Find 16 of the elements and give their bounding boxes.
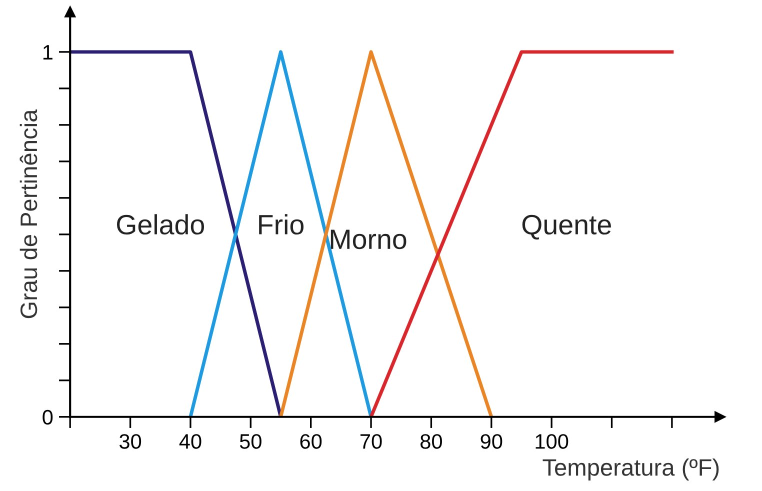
x-tick-label: 60 [300,434,322,449]
series-label: Frio [259,214,304,235]
text: Quente [522,214,611,240]
x-tick-label: 30 [119,434,142,449]
x-axis-title: Temperatura (ºF) [542,458,719,481]
x-tick-label: 90 [480,434,502,449]
series-label: Gelado [116,214,204,235]
x-tick-label: 80 [420,434,442,449]
y-tick-label: 1 [43,45,52,60]
x-tick-label: 70 [360,434,382,449]
y-tick-label: 0 [42,410,53,425]
series-label: Morno [330,230,406,250]
x-tick-label: 40 [179,434,202,449]
x-tick-label: 50 [240,434,262,449]
x-tick-label: 100 [536,434,568,449]
y-axis-title: Grau de Pertinência [20,109,38,318]
